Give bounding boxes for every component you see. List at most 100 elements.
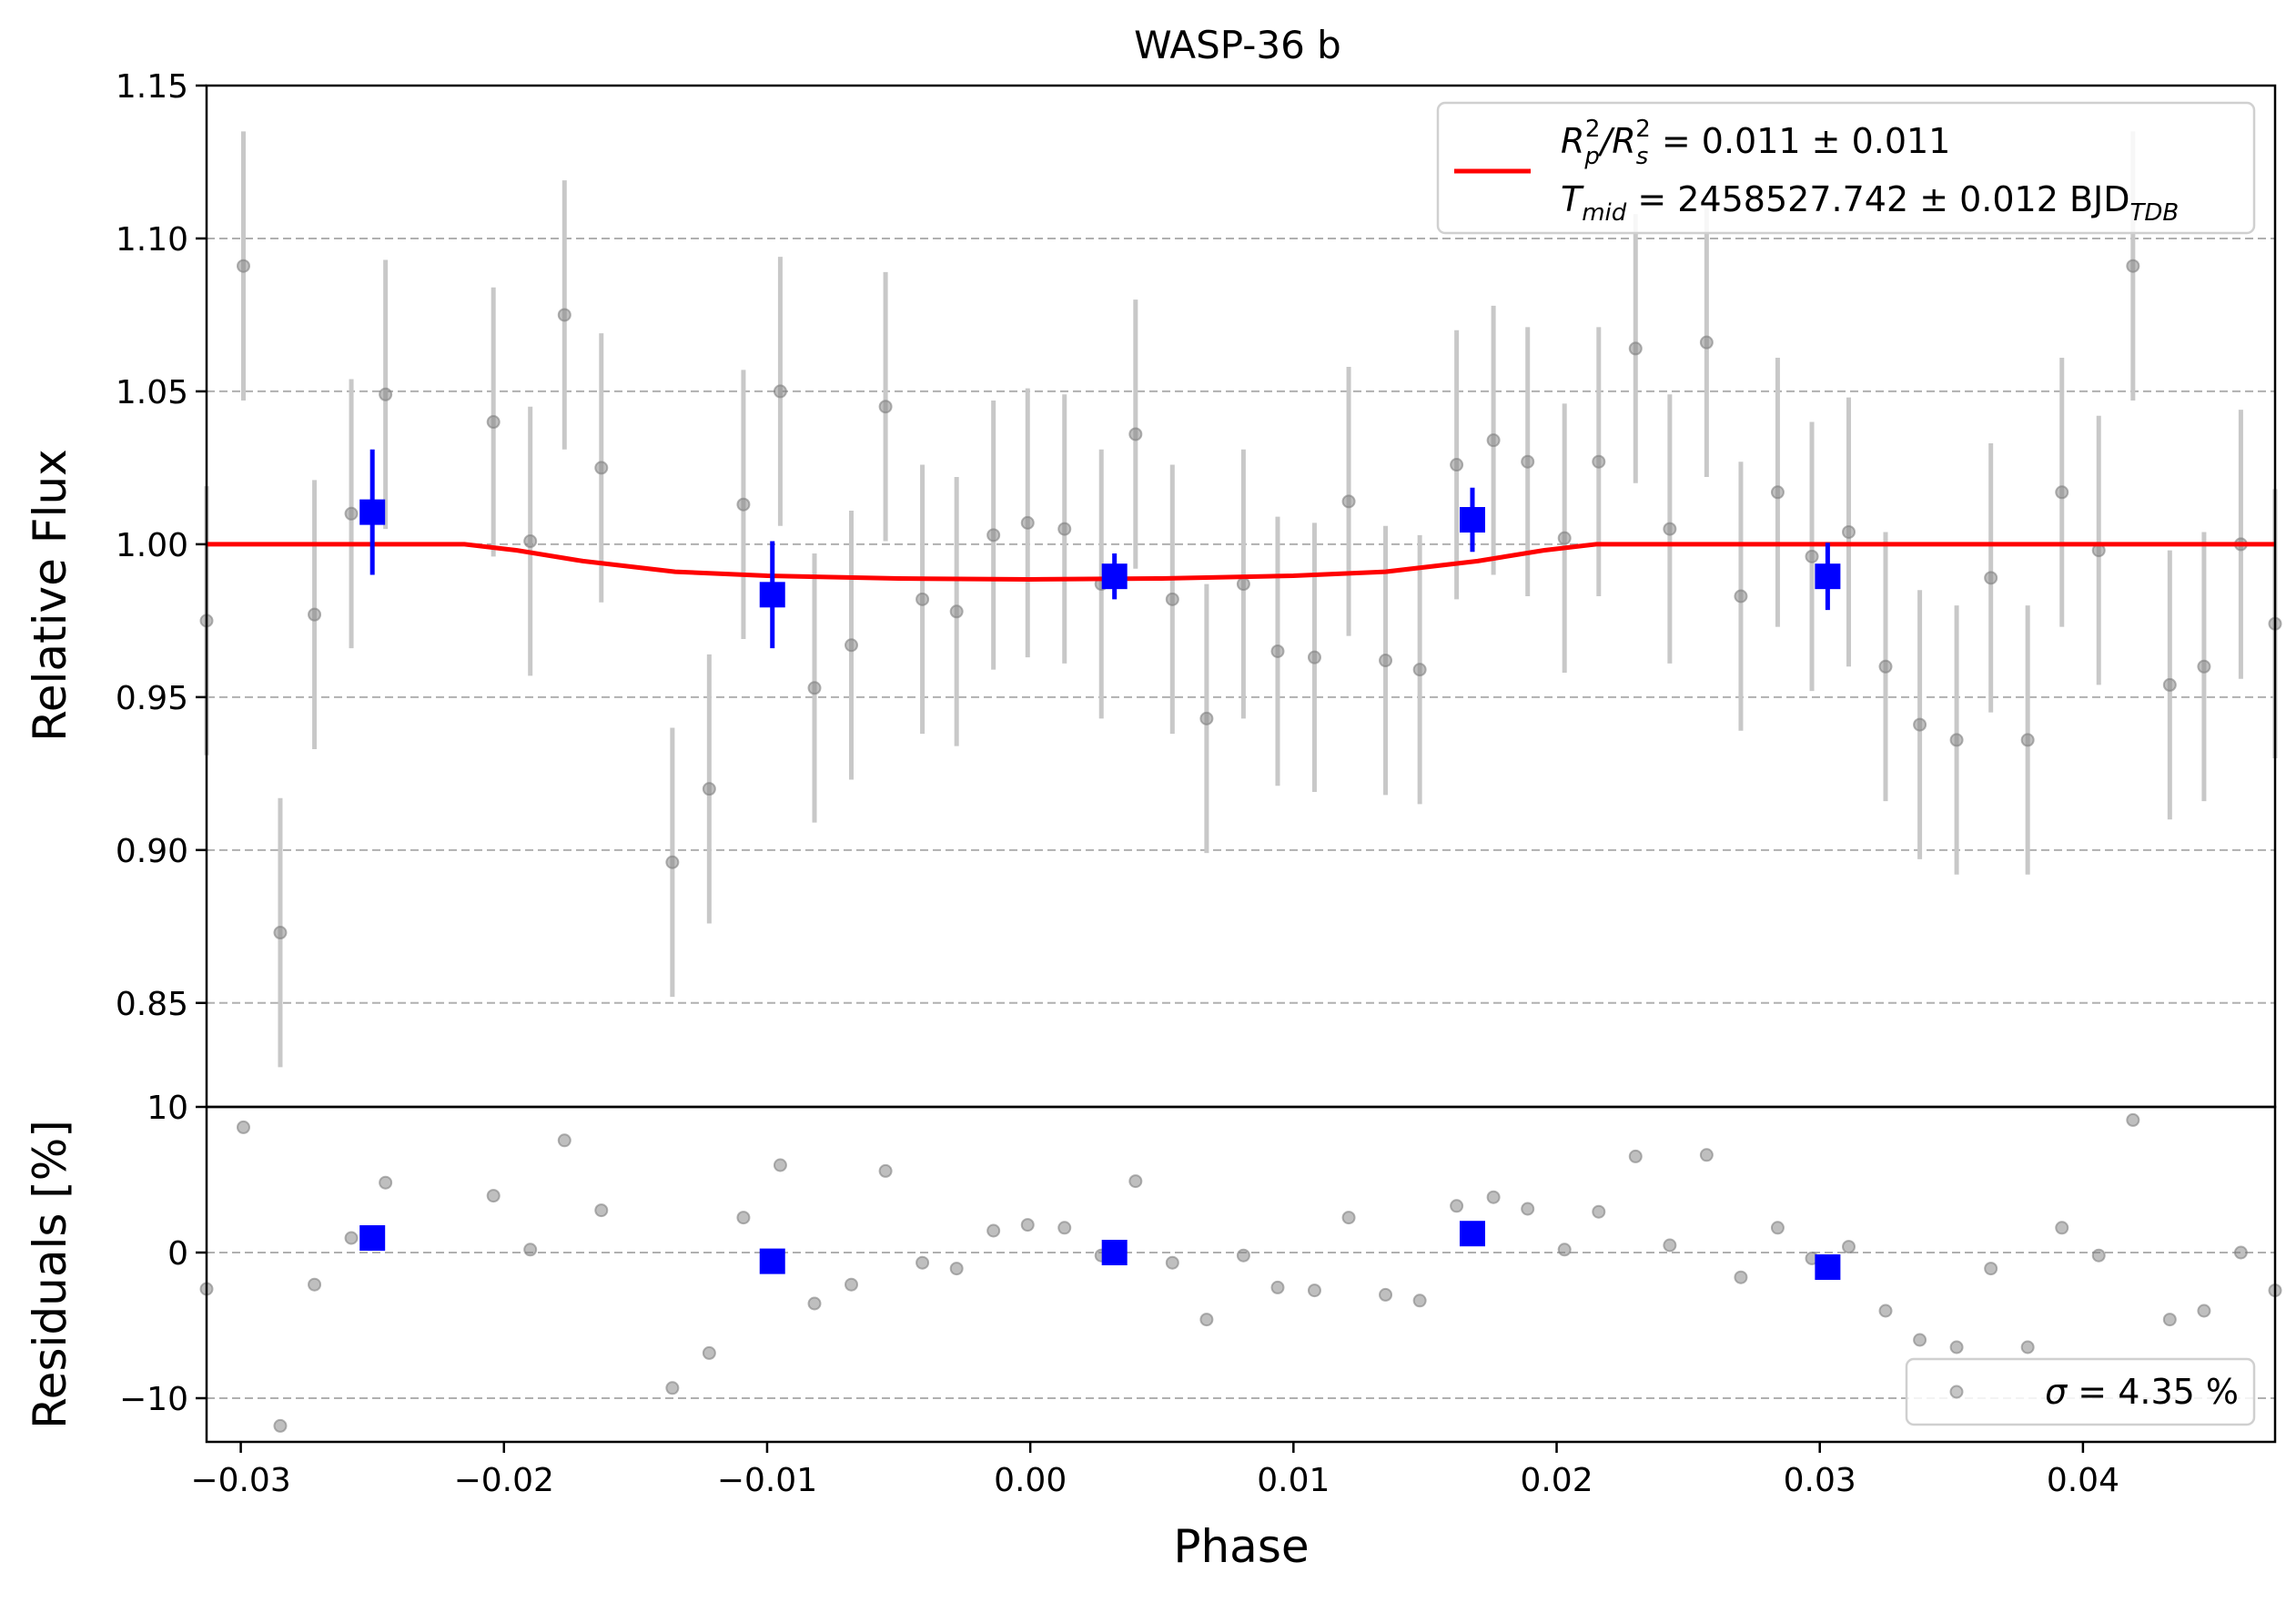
residual-point [2020, 1340, 2035, 1354]
residual-point [2091, 1248, 2106, 1263]
data-point [1199, 711, 1214, 725]
bottom-x-ticks: −0.03 −0.02 −0.01 0.00 0.01 0.02 0.03 0.04 [190, 1442, 2119, 1499]
data-point [1628, 341, 1643, 356]
x-tick-label: 0.03 [1784, 1462, 1856, 1499]
data-point [523, 534, 538, 549]
data-point [1913, 717, 1927, 732]
residual-data-points [199, 1112, 2282, 1433]
residual-point [665, 1381, 680, 1395]
residual-point [1486, 1190, 1501, 1204]
data-point [273, 926, 288, 940]
residual-point [1165, 1255, 1179, 1270]
data-point [1270, 644, 1285, 658]
data-point [1734, 589, 1748, 604]
data-point [1020, 515, 1035, 530]
residual-point [1592, 1204, 1606, 1219]
data-point [1236, 577, 1250, 592]
data-point [2162, 677, 2177, 692]
data-point [1842, 524, 1856, 539]
x-tick-label: 0.00 [994, 1462, 1067, 1499]
bottom-plot-frame [205, 1105, 2277, 1444]
data-point [1412, 663, 1427, 677]
data-point [1592, 454, 1606, 469]
top-y-tick-label: 1.05 [116, 374, 188, 411]
legend-mid-transit-time: Tmid = 2458527.742 ± 0.012 BJDTDB [1561, 179, 2179, 227]
binned-point [1459, 507, 1485, 533]
residual-point [273, 1418, 288, 1433]
bottom-y-tick-label: 10 [147, 1090, 188, 1127]
data-point [594, 461, 609, 475]
data-point [1486, 433, 1501, 448]
residual-binned-points [359, 1221, 1841, 1280]
residual-point [379, 1175, 393, 1190]
x-axis-label: Phase [1173, 1520, 1309, 1573]
residual-point [1521, 1202, 1535, 1216]
residual-point [1450, 1199, 1464, 1213]
residual-point [1307, 1283, 1321, 1298]
top-legend: Rp2/Rs2 = 0.011 ± 0.011 Tmid = 2458527.7… [1436, 101, 2256, 235]
x-tick-label: 0.01 [1257, 1462, 1330, 1499]
residual-point [1699, 1148, 1714, 1162]
residual-point [1913, 1333, 1927, 1347]
data-point [2197, 659, 2211, 674]
residual-point [1128, 1174, 1143, 1189]
top-y-axis-label: Relative Flux [24, 449, 76, 741]
x-tick-label: 0.04 [2047, 1462, 2119, 1499]
x-tick-label: −0.01 [717, 1462, 817, 1499]
bottom-y-tick-label: 0 [167, 1235, 188, 1273]
bottom-y-ticks: −10 0 10 [119, 1090, 207, 1418]
residual-point [1341, 1211, 1356, 1225]
data-point [557, 308, 571, 322]
data-point [773, 384, 787, 399]
residual-point [1057, 1221, 1072, 1235]
data-point [1379, 654, 1393, 668]
x-tick-label: −0.02 [454, 1462, 554, 1499]
residual-point [2162, 1313, 2177, 1327]
residual-binned-point [759, 1248, 785, 1274]
data-point [986, 528, 1001, 543]
data-point [2020, 733, 2035, 747]
data-point [236, 259, 250, 273]
legend-residual-marker [1949, 1385, 1964, 1399]
residual-point [594, 1203, 609, 1218]
data-point [1128, 427, 1143, 441]
residual-point [986, 1223, 1001, 1238]
residual-point [773, 1158, 787, 1172]
residual-point [557, 1133, 571, 1148]
bottom-y-tick-label: −10 [119, 1381, 188, 1418]
data-point [1307, 650, 1321, 665]
residual-point [1878, 1304, 1893, 1318]
data-point [1699, 335, 1714, 350]
data-point [1341, 494, 1356, 509]
data-point [807, 681, 822, 695]
top-y-tick-label: 0.95 [116, 680, 188, 717]
residual-point [308, 1277, 322, 1292]
residual-point [2233, 1245, 2248, 1260]
data-point [736, 497, 751, 512]
residual-point [1734, 1270, 1748, 1284]
residual-point [1949, 1340, 1964, 1354]
residual-point [486, 1189, 501, 1203]
residual-point [1412, 1294, 1427, 1308]
residual-point [949, 1262, 964, 1276]
data-point [1949, 733, 1964, 747]
binned-point [1101, 563, 1128, 590]
data-point [344, 506, 359, 521]
residual-point [344, 1231, 359, 1245]
top-y-tick-label: 1.15 [116, 68, 188, 106]
top-binned-points [359, 449, 1841, 649]
residual-point [2126, 1112, 2140, 1127]
data-point [915, 592, 930, 606]
data-point [1663, 522, 1677, 536]
binned-point [759, 582, 785, 608]
residual-point [807, 1296, 822, 1311]
data-point [1770, 485, 1785, 500]
x-tick-label: 0.02 [1520, 1462, 1593, 1499]
bottom-y-axis-label: Residuals [%] [24, 1120, 76, 1429]
binned-point [359, 499, 386, 525]
binned-point [1815, 563, 1841, 590]
residual-point [1770, 1221, 1785, 1235]
residual-point [1236, 1248, 1250, 1263]
residual-point [236, 1120, 250, 1134]
